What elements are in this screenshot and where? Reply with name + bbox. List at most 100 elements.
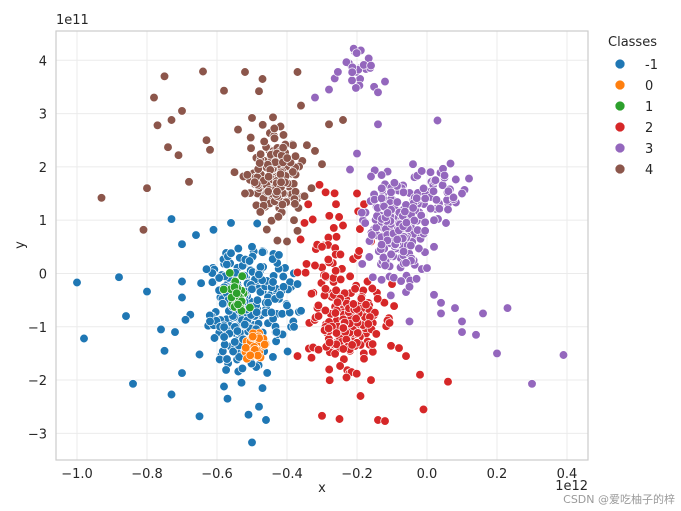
- point-class--1: [221, 365, 231, 375]
- point-class--1: [292, 279, 303, 289]
- point-class-2: [325, 375, 335, 385]
- point-class--1: [237, 363, 248, 374]
- point-class--1: [194, 411, 205, 421]
- point-class-3: [400, 206, 410, 217]
- point-class-4: [255, 149, 266, 159]
- x-axis-label: x: [318, 481, 326, 496]
- point-class--1: [128, 379, 138, 389]
- point-class--1: [222, 259, 232, 270]
- point-class-2: [331, 328, 342, 338]
- point-class--1: [218, 299, 228, 309]
- point-class-2: [367, 339, 378, 349]
- point-class-1: [225, 268, 235, 278]
- point-class--1: [205, 316, 215, 327]
- point-class--1: [219, 332, 229, 342]
- point-class-3: [378, 252, 389, 263]
- point-class--1: [247, 437, 257, 448]
- point-class-2: [313, 345, 324, 355]
- point-class-2: [331, 232, 342, 242]
- point-class-2: [292, 267, 303, 278]
- point-class--1: [278, 271, 288, 282]
- point-class-3: [386, 249, 396, 259]
- point-class-4: [278, 130, 289, 140]
- point-class-3: [451, 174, 461, 185]
- point-class-3: [367, 230, 377, 240]
- point-class-4: [259, 136, 269, 147]
- point-class-4: [255, 207, 265, 217]
- point-class-3: [426, 203, 436, 214]
- point-class-2: [324, 364, 334, 375]
- point-class-3: [380, 76, 390, 87]
- x-tick-label: −0.2: [341, 467, 373, 482]
- point-class-3: [392, 234, 402, 245]
- point-class-4: [290, 151, 301, 161]
- point-class-4: [184, 177, 194, 187]
- point-class--1: [207, 277, 218, 287]
- point-class-3: [418, 183, 429, 194]
- point-class-3: [411, 274, 422, 284]
- point-class-3: [420, 226, 430, 236]
- point-class-2: [368, 347, 378, 357]
- point-class-4: [278, 143, 288, 153]
- point-class-2: [347, 340, 357, 350]
- point-class-4: [96, 193, 107, 203]
- point-class-2: [353, 328, 363, 338]
- point-class--1: [166, 214, 177, 224]
- point-class-4: [282, 236, 292, 247]
- point-class-2: [389, 301, 399, 311]
- point-class-3: [464, 173, 474, 184]
- point-class--1: [261, 415, 271, 425]
- point-class-4: [272, 235, 283, 246]
- x-tick-label: −0.4: [271, 467, 303, 482]
- point-class-3: [404, 282, 415, 292]
- point-class-2: [324, 211, 334, 221]
- point-class-4: [149, 92, 159, 103]
- point-class-3: [333, 67, 343, 77]
- point-class-3: [450, 303, 460, 313]
- point-class--1: [247, 284, 257, 294]
- point-class-2: [334, 414, 345, 424]
- point-class-3: [428, 186, 439, 196]
- point-class-2: [355, 391, 366, 401]
- point-class-2: [335, 361, 345, 371]
- point-class-4: [269, 133, 280, 143]
- point-class--1: [232, 326, 243, 336]
- point-class-4: [255, 158, 265, 168]
- point-class-3: [408, 159, 418, 169]
- point-class-3: [436, 298, 446, 308]
- point-class--1: [226, 248, 236, 258]
- point-class--1: [252, 307, 262, 317]
- point-class--1: [226, 218, 236, 228]
- point-class-1: [232, 288, 242, 298]
- point-class-2: [351, 313, 361, 324]
- x-tick-labels: −1.0 −0.8 −0.6 −0.4 −0.2 0.0 0.2 0.4: [61, 467, 577, 482]
- x-tick-label: −1.0: [61, 467, 93, 482]
- point-class-2: [292, 351, 303, 361]
- point-class-4: [269, 123, 279, 134]
- point-class-4: [263, 186, 273, 197]
- point-class-3: [439, 170, 450, 181]
- point-class-4: [177, 106, 187, 116]
- point-class-4: [205, 145, 215, 155]
- point-class-2: [317, 242, 327, 252]
- point-class-3: [376, 170, 387, 180]
- point-class-2: [415, 370, 425, 380]
- point-class--1: [196, 278, 206, 288]
- point-class-3: [492, 348, 502, 359]
- point-class-4: [292, 226, 303, 236]
- y-tick-labels: −3 −2 −1 0 1 2 3 4: [28, 54, 47, 442]
- point-class-2: [384, 318, 395, 328]
- point-class--1: [219, 322, 229, 332]
- point-class-2: [443, 377, 453, 387]
- point-class-0: [260, 339, 270, 350]
- point-class-4: [262, 224, 272, 235]
- x-tick-label: 0.0: [417, 467, 438, 482]
- legend-label-0: 0: [645, 79, 653, 94]
- point-class-4: [276, 177, 286, 187]
- point-class--1: [254, 269, 264, 280]
- point-class-3: [373, 87, 383, 97]
- point-class-3: [436, 308, 446, 319]
- point-class-3: [352, 48, 362, 58]
- point-class-2: [379, 298, 390, 308]
- point-class-3: [401, 218, 412, 228]
